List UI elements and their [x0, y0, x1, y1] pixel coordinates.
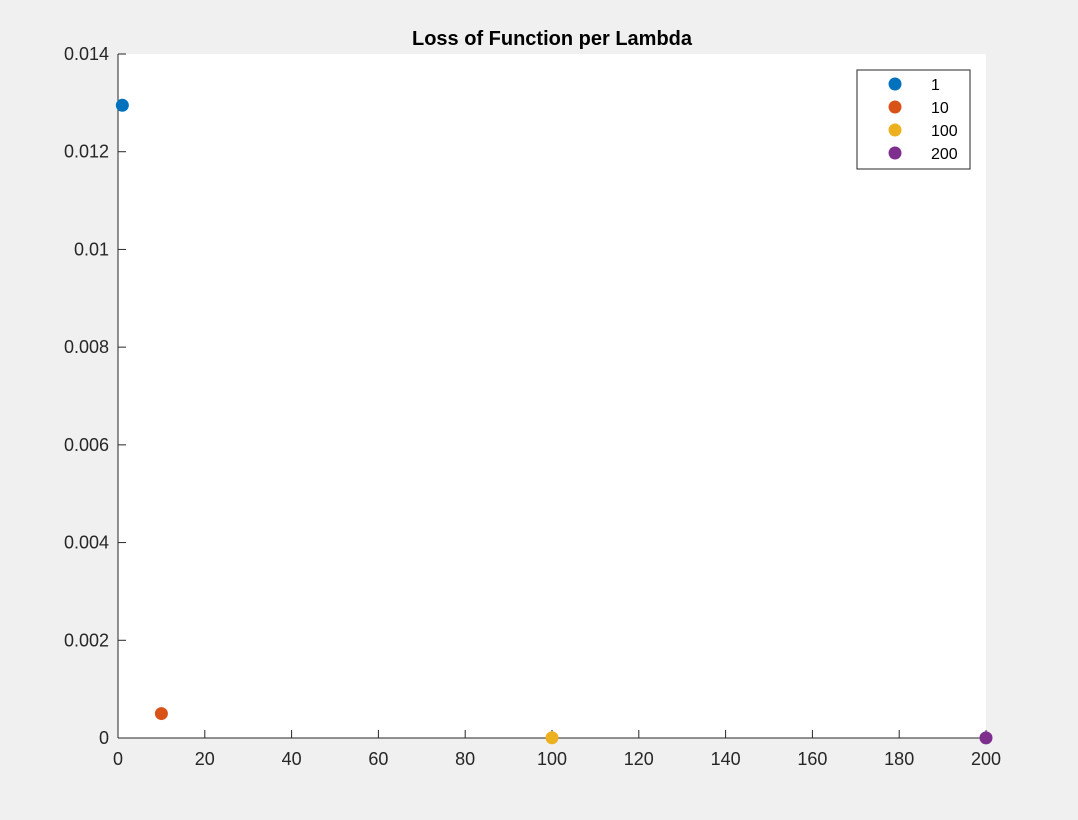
legend-marker-1 — [888, 77, 902, 91]
x-tick-label: 80 — [455, 749, 475, 769]
data-point-100 — [545, 731, 559, 745]
legend: 1 10 100 200 — [856, 69, 971, 170]
plot-area — [118, 54, 986, 738]
legend-label-200: 200 — [931, 146, 958, 163]
x-tick-label: 0 — [113, 749, 123, 769]
legend-label-100: 100 — [931, 123, 958, 140]
x-tick-label: 180 — [884, 749, 914, 769]
tick-labels: 0 20 40 60 80 100 120 140 160 180 200 0 0.002 0.004 0.… — [64, 44, 1001, 769]
legend-marker-200 — [888, 146, 902, 160]
data-points — [115, 98, 993, 745]
x-tick-label: 120 — [624, 749, 654, 769]
y-tick-label: 0.006 — [64, 435, 109, 455]
legend-box — [856, 69, 971, 170]
legend-marker-10 — [888, 100, 902, 114]
x-tick-label: 20 — [195, 749, 215, 769]
x-tick-label: 100 — [537, 749, 567, 769]
legend-marker-100 — [888, 123, 902, 137]
x-tick-label: 140 — [711, 749, 741, 769]
y-tick-label: 0.008 — [64, 337, 109, 357]
y-tick-label: 0.004 — [64, 533, 109, 553]
y-tick-label: 0.012 — [64, 142, 109, 162]
x-tick-label: 40 — [282, 749, 302, 769]
y-tick-label: 0.002 — [64, 630, 109, 650]
legend-label-1: 1 — [931, 77, 940, 94]
chart-title: Loss of Function per Lambda — [412, 28, 693, 50]
x-tick-label: 160 — [797, 749, 827, 769]
x-tick-label: 60 — [368, 749, 388, 769]
y-tick-label: 0.01 — [74, 239, 109, 259]
data-point-200 — [979, 731, 993, 745]
legend-label-10: 10 — [931, 100, 949, 117]
x-tick-label: 200 — [971, 749, 1001, 769]
data-point-10 — [154, 707, 168, 721]
y-tick-label: 0 — [99, 728, 109, 748]
data-point-1 — [115, 98, 129, 112]
y-tick-label: 0.014 — [64, 44, 109, 64]
